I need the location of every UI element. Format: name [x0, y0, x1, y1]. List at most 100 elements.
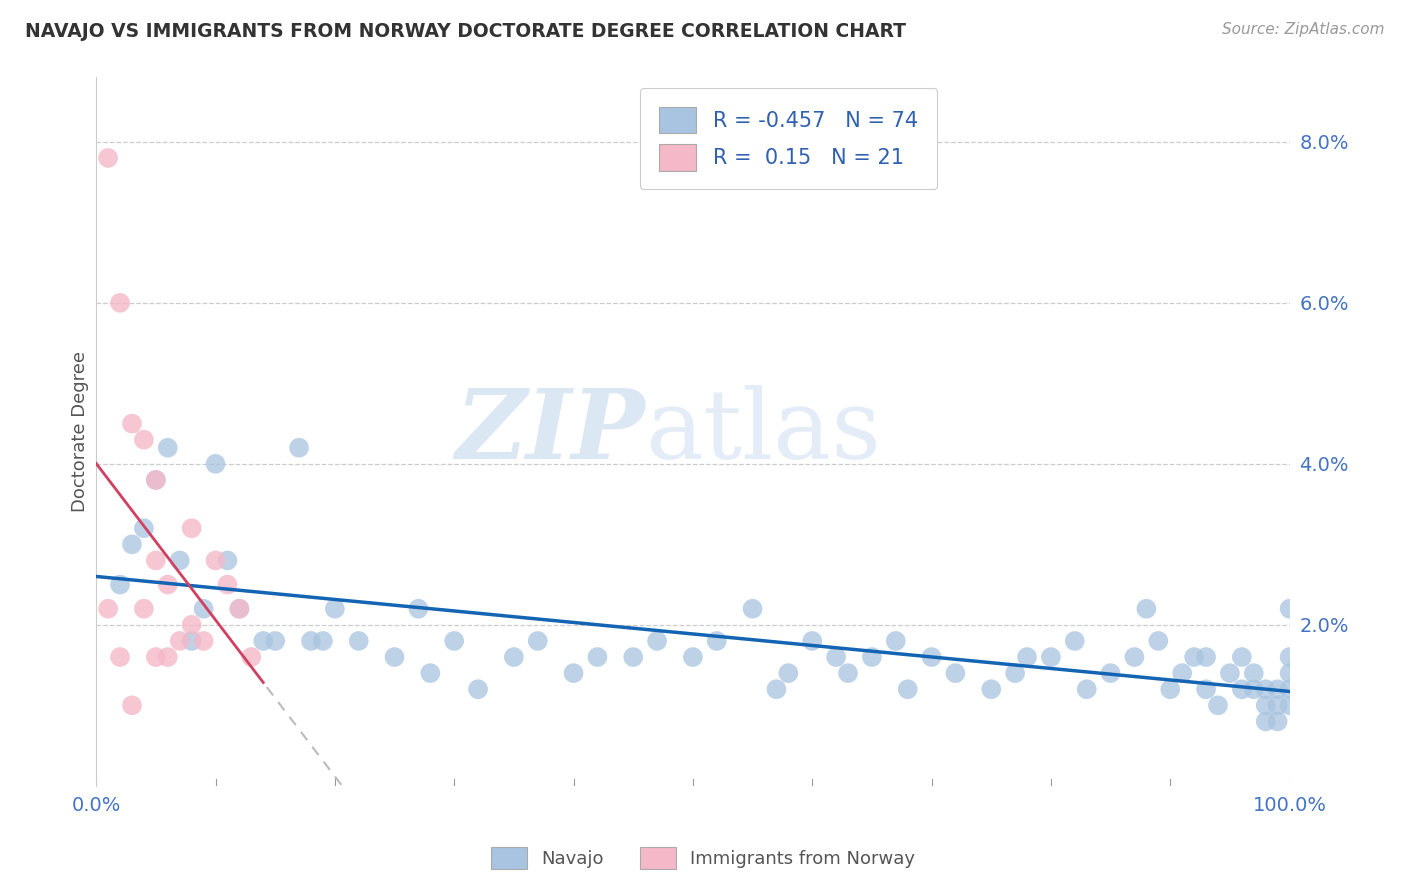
Point	[180, 634, 202, 648]
Point	[132, 601, 155, 615]
Point	[1147, 634, 1170, 648]
Point	[1015, 650, 1038, 665]
Point	[204, 553, 226, 567]
Point	[1278, 601, 1301, 615]
Point	[132, 521, 155, 535]
Point	[408, 601, 430, 615]
Point	[145, 473, 167, 487]
Text: Source: ZipAtlas.com: Source: ZipAtlas.com	[1222, 22, 1385, 37]
Point	[108, 296, 131, 310]
Point	[156, 650, 179, 665]
Point	[837, 666, 859, 681]
Text: ZIP: ZIP	[456, 384, 645, 479]
Point	[1195, 650, 1218, 665]
Point	[97, 601, 120, 615]
Point	[204, 457, 226, 471]
Point	[897, 682, 920, 697]
Point	[1123, 650, 1146, 665]
Point	[121, 698, 143, 713]
Point	[1230, 650, 1253, 665]
Point	[156, 577, 179, 591]
Point	[1254, 698, 1277, 713]
Point	[323, 601, 346, 615]
Point	[228, 601, 250, 615]
Point	[1267, 698, 1289, 713]
Point	[108, 650, 131, 665]
Point	[825, 650, 848, 665]
Point	[1278, 666, 1301, 681]
Point	[801, 634, 824, 648]
Point	[1278, 650, 1301, 665]
Point	[240, 650, 263, 665]
Point	[1254, 682, 1277, 697]
Point	[860, 650, 883, 665]
Text: NAVAJO VS IMMIGRANTS FROM NORWAY DOCTORATE DEGREE CORRELATION CHART: NAVAJO VS IMMIGRANTS FROM NORWAY DOCTORA…	[25, 22, 907, 41]
Point	[1278, 698, 1301, 713]
Point	[193, 634, 215, 648]
Point	[1195, 682, 1218, 697]
Point	[1171, 666, 1194, 681]
Point	[299, 634, 322, 648]
Point	[586, 650, 609, 665]
Point	[562, 666, 585, 681]
Point	[1076, 682, 1098, 697]
Point	[706, 634, 728, 648]
Point	[228, 601, 250, 615]
Point	[443, 634, 465, 648]
Point	[169, 634, 191, 648]
Point	[1243, 666, 1265, 681]
Point	[156, 441, 179, 455]
Point	[921, 650, 943, 665]
Point	[1099, 666, 1122, 681]
Point	[741, 601, 763, 615]
Point	[621, 650, 644, 665]
Text: atlas: atlas	[645, 384, 882, 479]
Legend: Navajo, Immigrants from Norway: Navajo, Immigrants from Norway	[484, 839, 922, 876]
Point	[1230, 682, 1253, 697]
Point	[1219, 666, 1241, 681]
Point	[193, 601, 215, 615]
Point	[1063, 634, 1085, 648]
Point	[264, 634, 287, 648]
Point	[1135, 601, 1157, 615]
Point	[502, 650, 524, 665]
Point	[217, 577, 239, 591]
Point	[145, 553, 167, 567]
Point	[526, 634, 548, 648]
Point	[1182, 650, 1205, 665]
Point	[252, 634, 274, 648]
Point	[778, 666, 800, 681]
Point	[217, 553, 239, 567]
Point	[1039, 650, 1062, 665]
Point	[682, 650, 704, 665]
Point	[980, 682, 1002, 697]
Point	[884, 634, 907, 648]
Point	[108, 577, 131, 591]
Point	[1004, 666, 1026, 681]
Point	[121, 537, 143, 551]
Y-axis label: Doctorate Degree: Doctorate Degree	[72, 351, 89, 512]
Point	[288, 441, 311, 455]
Point	[1267, 714, 1289, 729]
Point	[121, 417, 143, 431]
Point	[97, 151, 120, 165]
Point	[180, 521, 202, 535]
Point	[419, 666, 441, 681]
Point	[765, 682, 787, 697]
Point	[347, 634, 370, 648]
Point	[1243, 682, 1265, 697]
Point	[645, 634, 668, 648]
Point	[180, 617, 202, 632]
Point	[312, 634, 335, 648]
Point	[1159, 682, 1181, 697]
Point	[169, 553, 191, 567]
Point	[145, 473, 167, 487]
Point	[945, 666, 967, 681]
Legend: R = -0.457   N = 74, R =  0.15   N = 21: R = -0.457 N = 74, R = 0.15 N = 21	[640, 87, 936, 189]
Point	[384, 650, 406, 665]
Point	[1206, 698, 1229, 713]
Point	[132, 433, 155, 447]
Point	[1278, 682, 1301, 697]
Point	[1254, 714, 1277, 729]
Point	[467, 682, 489, 697]
